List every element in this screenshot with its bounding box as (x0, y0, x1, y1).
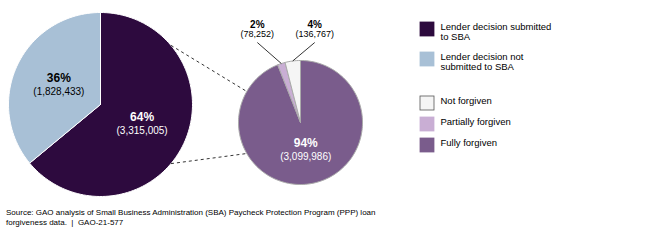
svg-text:Lender decision notsubmitted t: Lender decision notsubmitted to SBA (441, 51, 524, 71)
svg-text:(3,099,986): (3,099,986) (280, 151, 331, 162)
svg-text:Fully forgiven: Fully forgiven (441, 137, 498, 148)
svg-text:(136,767): (136,767) (295, 29, 334, 39)
svg-text:(1,828,433): (1,828,433) (33, 86, 84, 97)
svg-text:(3,315,005): (3,315,005) (117, 125, 168, 136)
svg-text:Not forgiven: Not forgiven (441, 95, 492, 106)
svg-text:94%: 94% (294, 136, 318, 150)
svg-text:64%: 64% (130, 110, 154, 124)
svg-text:36%: 36% (47, 71, 71, 85)
svg-text:2%: 2% (250, 19, 265, 30)
svg-text:Partially forgiven: Partially forgiven (441, 116, 511, 127)
html-text:Source: GAO analysis of Small: Source: GAO analysis of Small Business A… (6, 208, 376, 227)
svg-text:(78,252): (78,252) (241, 29, 275, 39)
svg-text:Lender decision submittedto SB: Lender decision submittedto SBA (441, 21, 552, 42)
svg-text:4%: 4% (308, 19, 323, 30)
